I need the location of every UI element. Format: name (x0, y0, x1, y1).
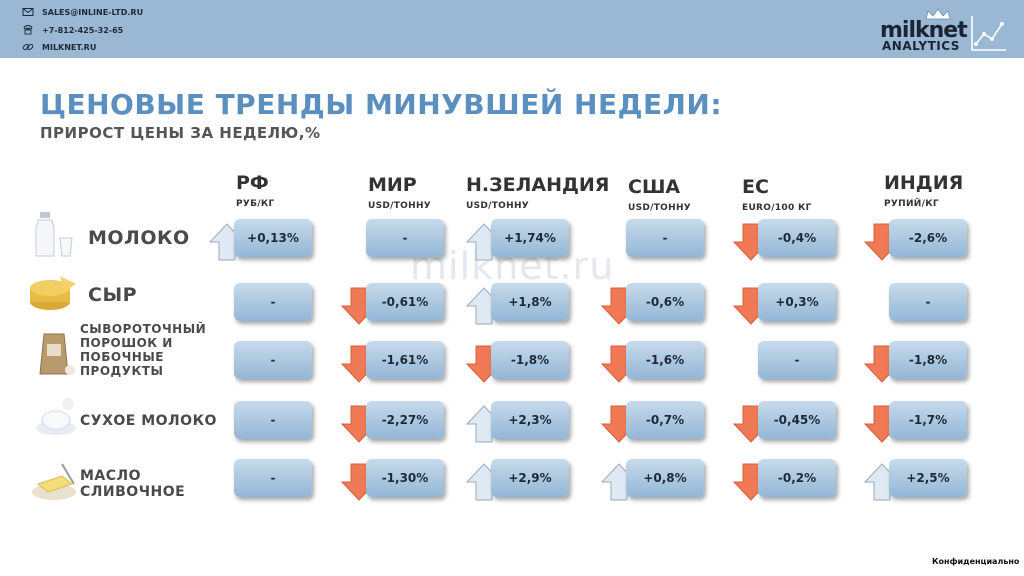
crown-icon (925, 8, 951, 20)
price-change-cell: -1,7% (889, 401, 967, 439)
price-change-cell: - (234, 459, 312, 497)
column-header: МИР (368, 174, 417, 196)
price-change-cell: - (366, 219, 444, 257)
column-header: РФ (236, 172, 269, 194)
milknet-logo: milknet ANALYTICS (880, 8, 1020, 53)
price-change-cell: -0,7% (626, 401, 704, 439)
column-header: ИНДИЯ (884, 172, 964, 194)
column-unit: EURO/100 КГ (742, 203, 812, 213)
contact-phone[interactable]: +7-812-425-32-65 (22, 24, 123, 36)
price-change-cell: - (234, 401, 312, 439)
price-change-cell: +1,8% (491, 283, 569, 321)
price-change-cell: -0,2% (758, 459, 836, 497)
column-unit: USD/ТОННУ (368, 201, 432, 211)
butter-icon (28, 454, 80, 506)
row-label: СУХОЕ МОЛОКО (80, 413, 217, 429)
price-change-cell: -0,61% (366, 283, 444, 321)
price-change-cell: -0,6% (626, 283, 704, 321)
price-change-cell: +1,74% (491, 219, 569, 257)
chart-graph-icon (971, 16, 1006, 51)
contact-website[interactable]: MILKNET.RU (22, 41, 96, 53)
phone-icon (23, 25, 33, 35)
milk-powder-icon (30, 390, 82, 442)
link-icon (22, 43, 34, 51)
logo-sub: ANALYTICS (882, 39, 960, 53)
contact-email[interactable]: SALES@INLINE-LTD.RU (22, 6, 143, 18)
price-change-cell: +2,5% (889, 459, 967, 497)
price-change-cell: - (889, 283, 967, 321)
price-change-cell: -0,4% (758, 219, 836, 257)
price-change-cell: +0,13% (234, 219, 312, 257)
column-header: ЕС (742, 176, 769, 198)
top-bar: SALES@INLINE-LTD.RU +7-812-425-32-65 MIL… (0, 0, 1024, 58)
price-change-cell: -0,45% (758, 401, 836, 439)
price-change-cell: +2,3% (491, 401, 569, 439)
price-change-cell: -1,8% (889, 341, 967, 379)
logo-brand: milknet (880, 18, 968, 43)
price-change-cell: -2,27% (366, 401, 444, 439)
column-header: США (628, 176, 681, 198)
row-label: МОЛОКО (88, 227, 190, 249)
price-change-cell: - (758, 341, 836, 379)
page-title: ЦЕНОВЫЕ ТРЕНДЫ МИНУВШЕЙ НЕДЕЛИ: (40, 88, 723, 121)
price-change-cell: +0,8% (626, 459, 704, 497)
row-label: СЫР (88, 284, 138, 306)
price-change-cell: - (626, 219, 704, 257)
column-unit: РУПИЙ/КГ (884, 199, 939, 209)
cheese-icon (26, 266, 78, 318)
row-label: СЫВОРОТОЧНЫЙ ПОРОШОК И ПОБОЧНЫЕ ПРОДУКТЫ (80, 322, 207, 378)
milk-bottle-icon (30, 208, 82, 260)
price-change-cell: -1,61% (366, 341, 444, 379)
price-change-cell: +0,3% (758, 283, 836, 321)
column-unit: USD/ТОННУ (628, 203, 692, 213)
column-header: Н.ЗЕЛАНДИЯ (466, 174, 610, 196)
price-change-cell: -1,6% (626, 341, 704, 379)
column-unit: USD/ТОННУ (466, 201, 530, 211)
row-label: МАСЛО СЛИВОЧНОЕ (80, 468, 186, 500)
price-change-cell: - (234, 341, 312, 379)
price-change-cell: -2,6% (889, 219, 967, 257)
mail-icon (22, 8, 34, 16)
confidential-footer: Конфиденциально (932, 557, 1020, 566)
price-change-cell: - (234, 283, 312, 321)
page-subtitle: ПРИРОСТ ЦЕНЫ ЗА НЕДЕЛЮ,% (40, 124, 321, 142)
price-change-cell: -1,30% (366, 459, 444, 497)
price-change-cell: -1,8% (491, 341, 569, 379)
whey-sack-icon (30, 326, 82, 378)
column-unit: РУБ/КГ (236, 199, 275, 209)
price-change-cell: +2,9% (491, 459, 569, 497)
